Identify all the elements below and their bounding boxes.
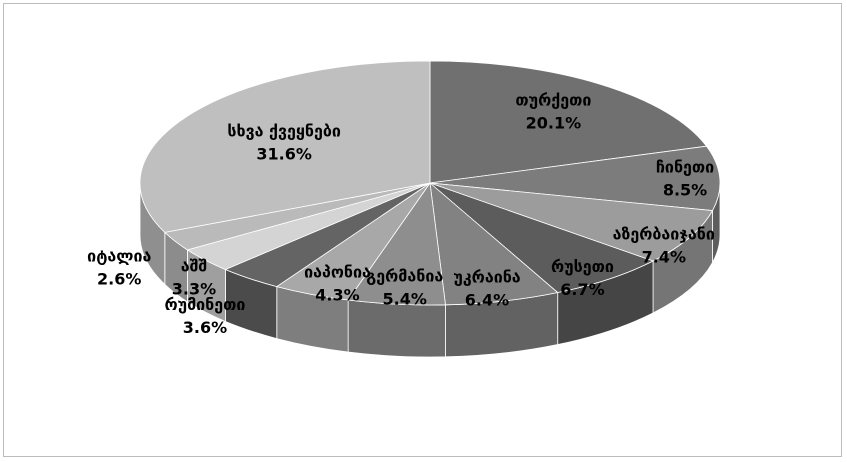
slice bbox=[429, 182, 714, 262]
slice-value-label: 6.7% bbox=[560, 280, 604, 299]
slice-label: სხვა ქვეყნები bbox=[227, 122, 341, 141]
slice bbox=[429, 145, 721, 211]
slice-value-label: 3.3% bbox=[172, 279, 216, 298]
slice bbox=[429, 182, 655, 293]
slice bbox=[139, 60, 431, 233]
slice-label: რუსეთი bbox=[551, 257, 614, 276]
slice-label: გერმანია bbox=[366, 266, 443, 285]
slice-value-label: 31.6% bbox=[256, 145, 312, 164]
slice-value-label: 20.1% bbox=[526, 114, 582, 133]
slice-value-label: 6.4% bbox=[465, 291, 509, 310]
slice-label: თურქეთი bbox=[515, 91, 591, 110]
slice-value-label: 2.6% bbox=[97, 270, 141, 289]
slice-label: აშშ bbox=[181, 256, 208, 275]
slice-label: უკრაინა bbox=[453, 268, 520, 287]
slice-value-label: 4.3% bbox=[315, 285, 359, 304]
slice-side bbox=[347, 299, 446, 358]
slice-label: ჩინეთი bbox=[656, 157, 714, 176]
slice-label: რუმინეთი bbox=[164, 295, 245, 314]
slice bbox=[429, 60, 708, 184]
slice-value-label: 8.5% bbox=[663, 180, 707, 199]
slice bbox=[429, 182, 559, 306]
slice-label: აზერბაიჯანი bbox=[613, 224, 715, 243]
slice-label: იაპონია bbox=[304, 262, 371, 281]
slice-value-label: 5.4% bbox=[383, 289, 427, 308]
slice-value-label: 7.4% bbox=[642, 247, 686, 266]
slice-label: იტალია bbox=[87, 247, 151, 266]
slice-value-label: 3.6% bbox=[183, 318, 227, 337]
